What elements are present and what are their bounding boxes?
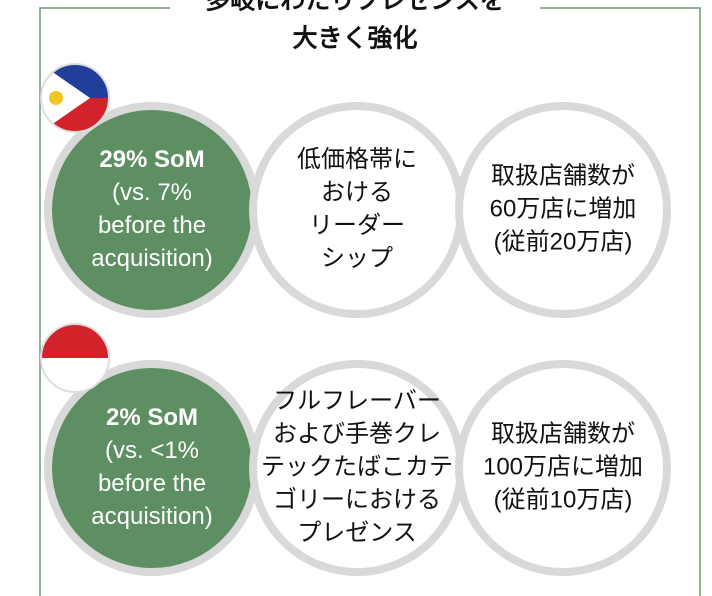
cell-text: 29% SoM bbox=[99, 146, 204, 173]
cell-text: 取扱店舗数が bbox=[491, 420, 635, 447]
cell-text: 100万店に増加 bbox=[483, 453, 643, 480]
cell-text: 低価格帯に bbox=[297, 146, 417, 173]
cell-text: ゴリーにおける bbox=[273, 486, 441, 513]
cell-text: (従前10万店) bbox=[494, 486, 633, 513]
frame bbox=[39, 7, 701, 596]
cell-text: および手巻クレ bbox=[273, 420, 441, 447]
cells: 29% SoM (vs. 7% before the acquisition) 低価格帯… bbox=[44, 102, 671, 576]
cell-circle bbox=[249, 102, 465, 318]
cell-text: (vs. 7% bbox=[112, 179, 192, 206]
flag-border bbox=[40, 63, 110, 133]
cell-text: (vs. <1% bbox=[105, 437, 199, 464]
cell-text: (従前20万店) bbox=[494, 228, 633, 255]
cell-text: プレゼンス bbox=[297, 519, 417, 546]
cell-text: おける bbox=[321, 179, 393, 206]
cell-text: シップ bbox=[321, 245, 393, 272]
cell-text: リーダー bbox=[309, 212, 405, 239]
frame-left bbox=[39, 7, 170, 596]
cell-circle bbox=[44, 360, 260, 576]
cell-text: before the bbox=[98, 470, 206, 497]
cell-text: テックたばこカテ bbox=[261, 453, 453, 480]
cell-text: acquisition) bbox=[91, 503, 212, 530]
flag-border bbox=[40, 323, 110, 393]
cell-text: acquisition) bbox=[91, 245, 212, 272]
cell-circle bbox=[455, 360, 671, 576]
cell-circle bbox=[455, 102, 671, 318]
cell-text: 取扱店舗数が bbox=[491, 162, 635, 189]
title-line: 大きく強化 bbox=[292, 25, 417, 53]
cell-circle bbox=[44, 102, 260, 318]
cell-text: 60万店に増加 bbox=[490, 195, 637, 222]
cell-text: フルフレーバー bbox=[273, 387, 441, 414]
title-line: 多岐にわたりプレゼンスを bbox=[205, 0, 505, 15]
frame-right bbox=[540, 7, 701, 596]
cell-text: 2% SoM bbox=[106, 404, 198, 431]
cell-text: before the bbox=[98, 212, 206, 239]
